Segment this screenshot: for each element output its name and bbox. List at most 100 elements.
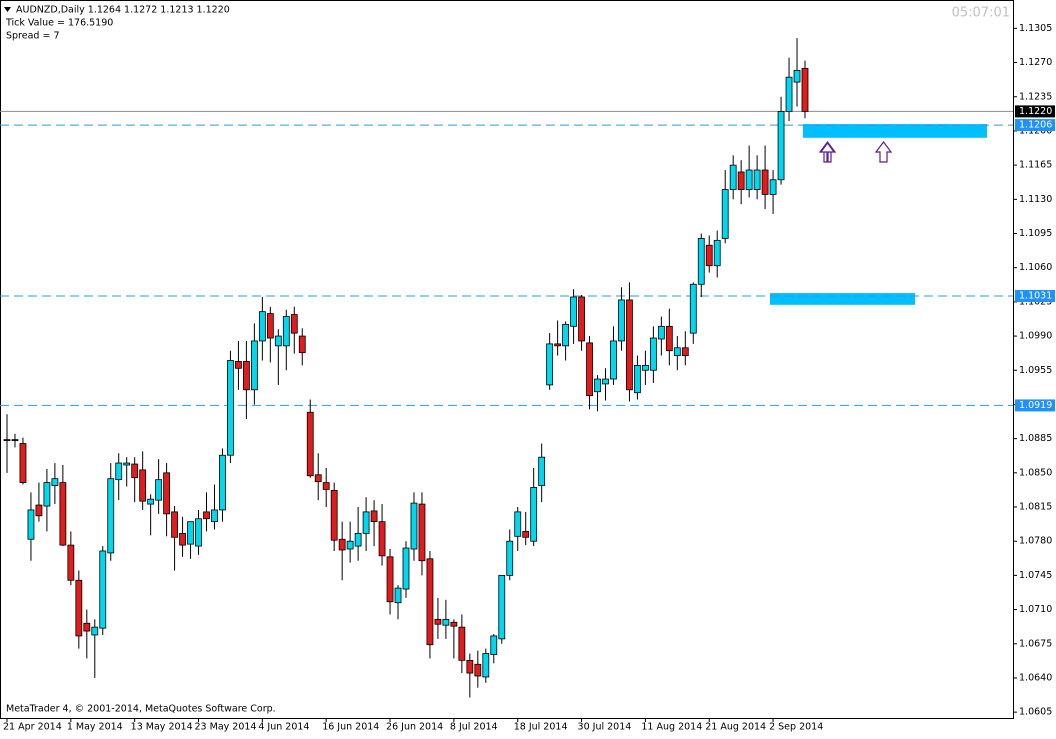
x-tick-label: 18 Jul 2014 [514, 722, 568, 733]
x-tick-label: 13 May 2014 [131, 722, 193, 733]
candle-body [123, 462, 131, 466]
y-tick-label: 1.1060 [1019, 262, 1052, 273]
candle-body [115, 462, 123, 481]
candle-body [482, 653, 490, 678]
y-tick-label: 1.0850 [1019, 467, 1052, 478]
candle-body [19, 443, 27, 483]
level-box [1015, 119, 1055, 132]
y-tick-label: 1.1235 [1019, 91, 1052, 102]
y-tick-label: 1.1165 [1019, 160, 1052, 171]
candle-body [673, 347, 681, 357]
candle-body [107, 478, 115, 554]
candle-body [370, 510, 378, 523]
x-tick-label: 23 May 2014 [195, 722, 257, 733]
x-tick-label: 2 Sep 2014 [769, 722, 823, 733]
candle-body [203, 511, 210, 520]
candle-body [227, 360, 234, 456]
candle-body [514, 511, 522, 537]
candle-body [298, 335, 306, 354]
candle-body [354, 532, 362, 547]
info-line: Spread = 7 [6, 31, 60, 42]
candle-body [562, 323, 569, 347]
candle-body [721, 189, 729, 239]
candle-body [546, 343, 554, 386]
candle-body [330, 490, 338, 541]
candle-body [75, 579, 83, 637]
candle-body [418, 503, 426, 562]
candle-body [250, 340, 258, 391]
level-box [1015, 290, 1055, 303]
candle-body [506, 540, 514, 576]
arrow [874, 141, 893, 163]
x-tick-label: 21 Apr 2014 [3, 722, 62, 733]
candle-body [59, 482, 67, 546]
candle-body [378, 521, 386, 557]
candle-body [801, 68, 809, 112]
level-box [1015, 399, 1055, 412]
candle-body [219, 454, 226, 511]
candle-body [474, 663, 482, 677]
candle-body [649, 337, 657, 371]
candle-body [570, 296, 577, 327]
candle-body [258, 311, 266, 342]
candle-body [626, 299, 633, 391]
candle-body [753, 169, 761, 190]
candle-body [777, 111, 785, 181]
level-label: 1.1220 [1019, 106, 1052, 117]
candle-body [634, 364, 641, 394]
candle-body [187, 521, 194, 545]
candle-body [139, 469, 147, 502]
y-tick-label: 1.0815 [1019, 502, 1052, 513]
candle-body [450, 621, 458, 627]
zone [803, 124, 987, 138]
candle-body [306, 411, 314, 477]
candle-body [785, 76, 793, 112]
candle-body [3, 439, 11, 442]
clock: 05:07:01 [952, 6, 1010, 21]
footer: MetaTrader 4, © 2001-2014, MetaQuotes So… [6, 704, 276, 715]
candle-body [195, 518, 202, 547]
menu-triangle[interactable] [4, 7, 11, 12]
x-tick-label: 4 Jun 2014 [258, 722, 309, 733]
y-tick-label: 1.0990 [1019, 331, 1052, 342]
candle-body [131, 463, 139, 479]
candle-body [442, 618, 450, 626]
candle-body [179, 532, 186, 546]
y-tick-label: 1.0745 [1019, 570, 1052, 581]
y-tick-label: 1.0605 [1019, 707, 1052, 718]
level-label: 1.1206 [1019, 120, 1052, 131]
level-box [1015, 105, 1055, 118]
candle-body [163, 472, 171, 515]
candle-body [761, 169, 769, 195]
candle-body [235, 361, 242, 369]
y-tick-label: 1.1095 [1019, 228, 1052, 239]
y-tick-label: 1.0780 [1019, 536, 1052, 547]
candle-body [11, 439, 19, 442]
candle-body [793, 69, 801, 83]
candle-body [554, 343, 562, 347]
candle-body [713, 239, 721, 267]
candle-body [458, 626, 466, 661]
candle-body [386, 556, 394, 603]
x-tick-label: 8 Jul 2014 [450, 722, 498, 733]
plot-frame [0, 0, 1014, 719]
candle-body [745, 169, 753, 190]
candle-body [402, 547, 410, 590]
candle-body [410, 502, 418, 550]
candle-body [362, 511, 370, 534]
candle-body [434, 618, 442, 625]
candle-body [737, 171, 745, 190]
candle-body [769, 179, 777, 195]
x-tick-label: 26 Jun 2014 [386, 722, 443, 733]
candle-body [578, 296, 585, 342]
candle-body [211, 509, 218, 523]
y-tick-label: 1.0675 [1019, 638, 1052, 649]
candle-body [705, 244, 713, 267]
candle-body [657, 325, 665, 340]
x-tick-label: 11 Aug 2014 [641, 722, 702, 733]
candle-body [91, 626, 99, 636]
arrow [818, 141, 837, 163]
